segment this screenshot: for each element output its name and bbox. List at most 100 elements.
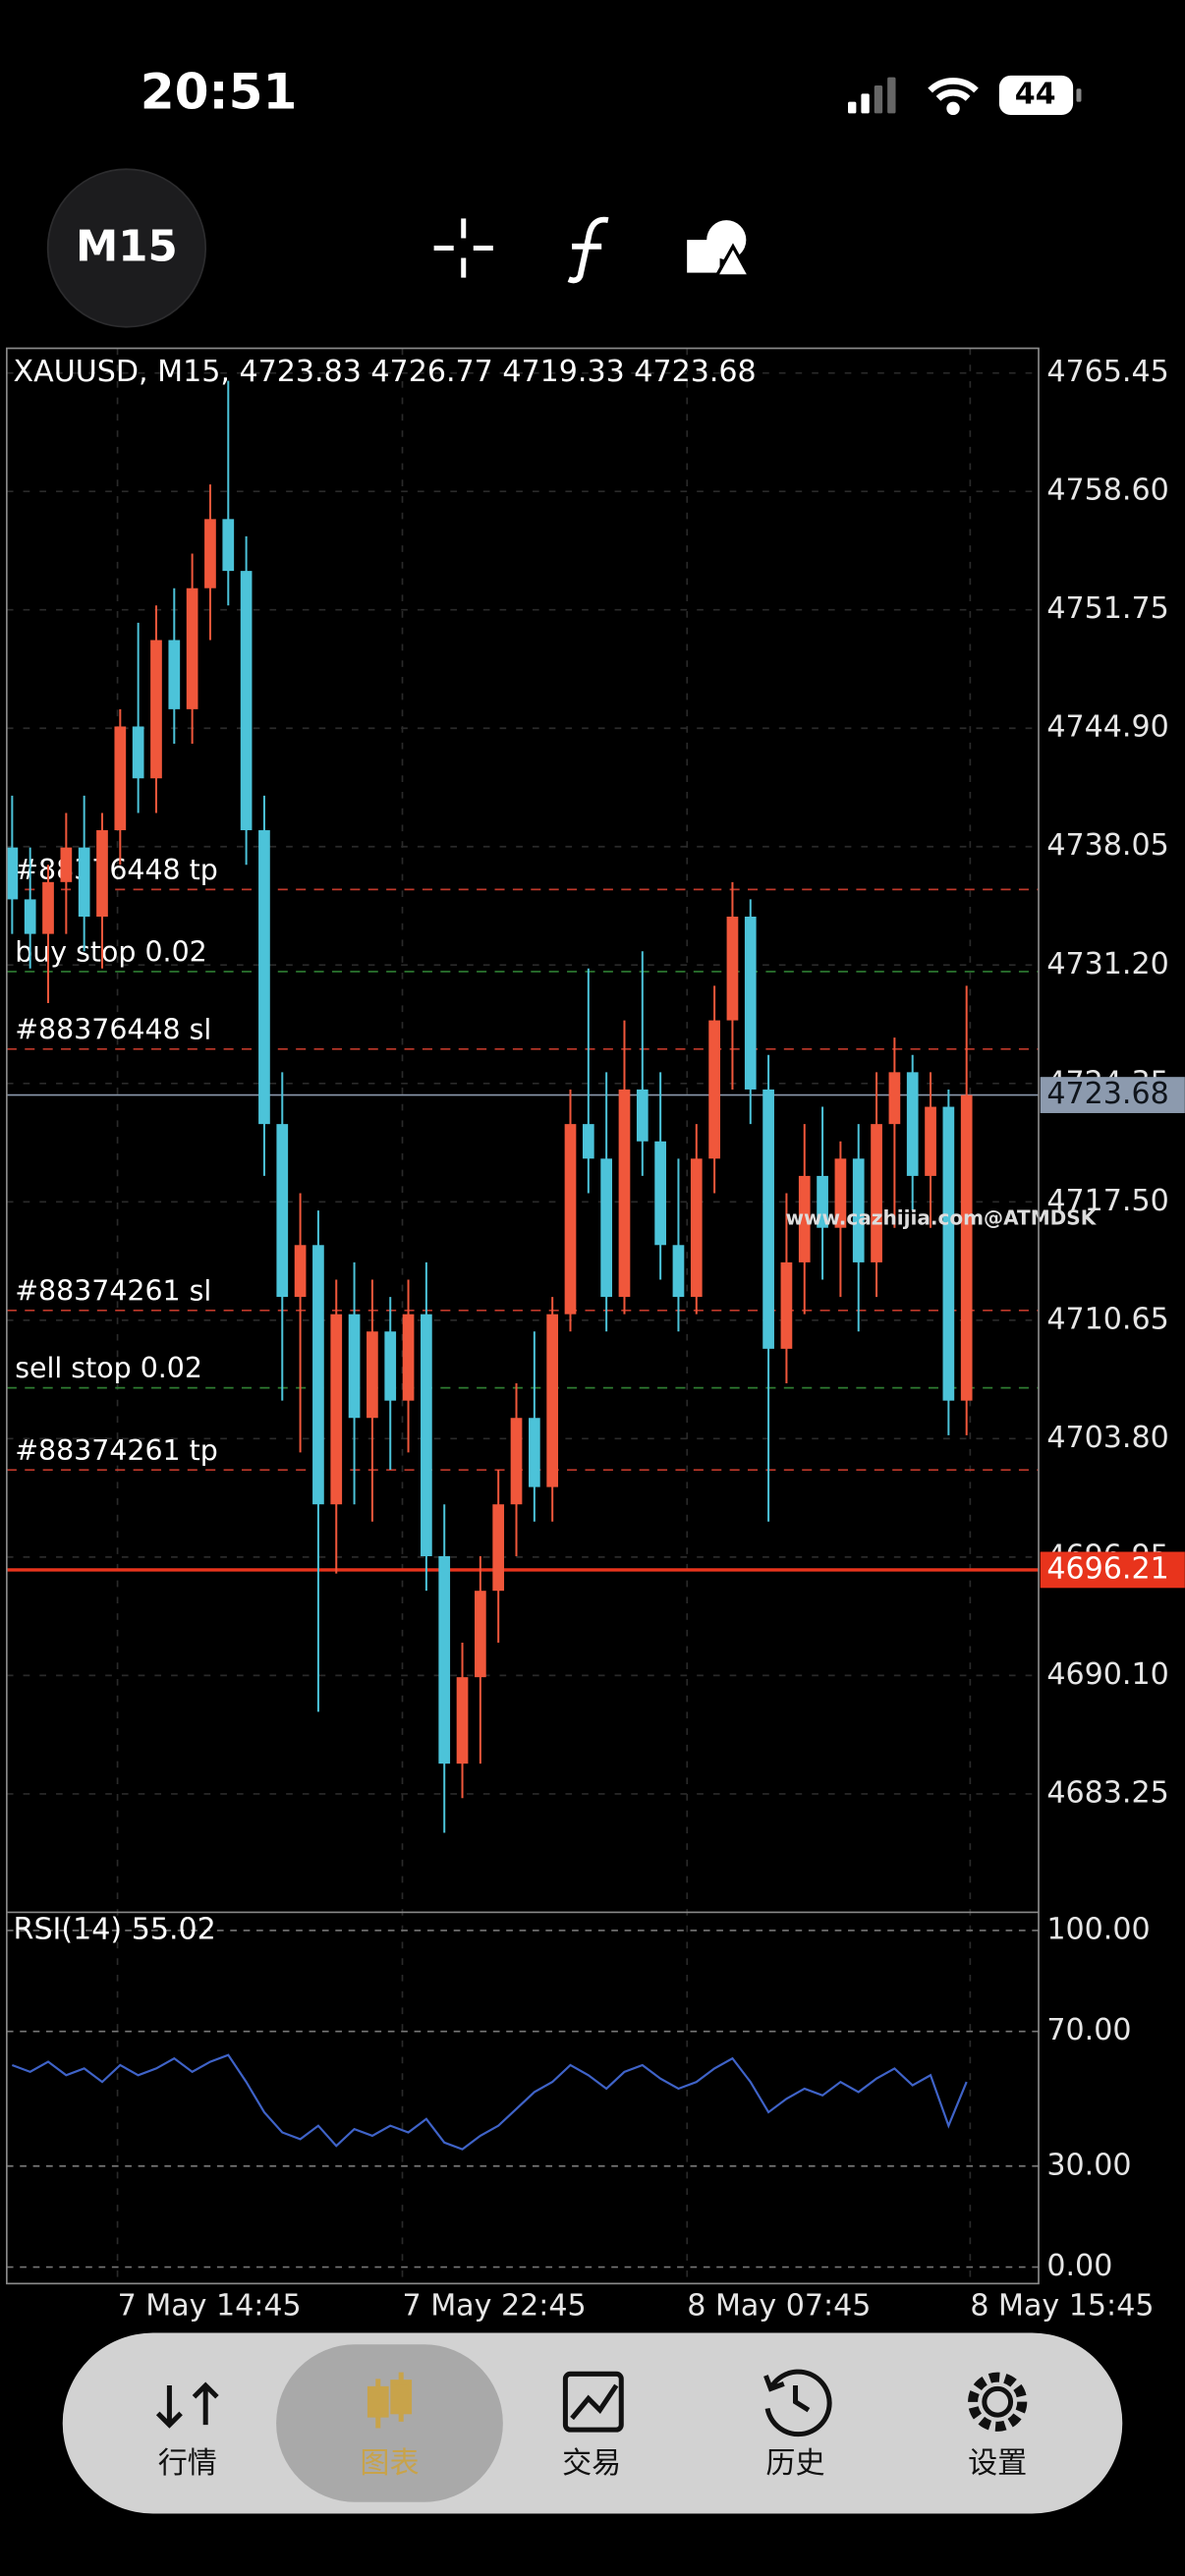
order-label: buy stop 0.02: [15, 936, 207, 969]
candle-body: [421, 1314, 432, 1556]
candle-body: [672, 1245, 685, 1298]
current-price-label: 4723.68: [1046, 1077, 1168, 1111]
candle-body: [186, 588, 198, 709]
candle-body: [492, 1504, 505, 1592]
indicator-button[interactable]: [567, 216, 609, 284]
tab-label[interactable]: 交易: [562, 2446, 621, 2481]
level-price-label: 4696.21: [1046, 1551, 1168, 1586]
level-price-tag: [1040, 1551, 1185, 1589]
candle-body: [6, 847, 19, 900]
candle-body: [726, 917, 739, 1021]
timeframe-button[interactable]: [46, 168, 207, 328]
candle-body: [367, 1331, 378, 1419]
candle-body: [888, 1072, 901, 1125]
candle-body: [204, 519, 216, 588]
y-tick-label: 4744.90: [1046, 710, 1168, 745]
order-label: #88374261 sl: [15, 1274, 211, 1307]
candle-body: [258, 830, 270, 1125]
x-tick-label: 7 May 22:45: [403, 2288, 587, 2323]
candle-body: [60, 847, 73, 882]
candle-body: [96, 830, 108, 918]
tab-label[interactable]: 设置: [968, 2446, 1027, 2481]
candle-body: [636, 1089, 649, 1142]
order-label: sell stop 0.02: [15, 1352, 202, 1384]
candle-body: [925, 1106, 936, 1176]
chart-frame: [6, 347, 1040, 2285]
battery-level: 44: [1015, 77, 1056, 111]
wifi-dot: [946, 101, 960, 116]
x-tick-label: 7 May 14:45: [118, 2288, 302, 2323]
y-tick-label: 4765.45: [1046, 355, 1168, 389]
tab-label[interactable]: 行情: [158, 2446, 217, 2481]
y-tick-label: 4751.75: [1046, 591, 1168, 626]
y-tick-label: 4710.65: [1046, 1302, 1168, 1336]
candle-body: [798, 1175, 811, 1262]
y-tick-label: 4703.80: [1046, 1421, 1168, 1455]
wifi-icon: [928, 78, 979, 101]
chart-title: XAUUSD, M15, 4723.83 4726.77 4719.33 472…: [14, 355, 757, 389]
candle-body: [564, 1124, 577, 1315]
candle-body: [817, 1175, 828, 1228]
candle-body: [906, 1072, 919, 1176]
signal-icon: [848, 77, 896, 114]
clock: 20:51: [141, 62, 298, 120]
candle-body: [960, 1094, 973, 1401]
candle-body: [475, 1591, 486, 1678]
candle-body: [510, 1418, 523, 1505]
crosshair-button[interactable]: [433, 218, 493, 278]
candle-body: [276, 1124, 289, 1298]
y-tick-label: 4717.50: [1046, 1184, 1168, 1218]
y-tick-label: 70.00: [1046, 2013, 1131, 2047]
candle-body: [402, 1314, 415, 1401]
order-label: #88374261 tp: [15, 1434, 218, 1467]
candle-body: [114, 726, 127, 831]
candle-body: [222, 519, 235, 572]
candle-body: [546, 1314, 559, 1487]
candle-body: [78, 847, 90, 918]
tab-bar: [62, 2332, 1123, 2514]
candle-body: [240, 571, 253, 831]
y-tick-label: 4690.10: [1046, 1657, 1168, 1692]
candle-body: [582, 1124, 594, 1159]
y-tick-label: 4758.60: [1046, 474, 1168, 508]
candle-body: [24, 899, 36, 934]
candle-body: [294, 1245, 307, 1298]
candle-body: [42, 881, 54, 934]
candle-body: [744, 917, 757, 1090]
current-price-tag: [1040, 1077, 1185, 1113]
y-tick-label: 4738.05: [1046, 828, 1168, 863]
order-label: #88376448 tp: [15, 854, 218, 886]
rsi-line: [11, 2053, 968, 2151]
objects-button[interactable]: [687, 220, 753, 278]
candle-body: [438, 1555, 451, 1764]
candle-body: [834, 1158, 847, 1228]
candle-body: [150, 640, 162, 779]
candle-body: [384, 1331, 397, 1401]
rsi-title: RSI(14) 55.02: [14, 1912, 216, 1946]
chart-area: 4765.45 4758.60 4751.75 4744.90 4738.05 4731.…: [6, 348, 1185, 2323]
y-tick-label: 4683.25: [1046, 1775, 1168, 1810]
candle-body: [132, 726, 144, 779]
active-tab[interactable]: [276, 2344, 503, 2502]
y-tick-label: 4731.20: [1046, 947, 1168, 981]
tab-label[interactable]: 图表: [360, 2446, 419, 2481]
candle-body: [780, 1261, 793, 1349]
candle-body: [852, 1158, 865, 1262]
candle-body: [690, 1158, 703, 1298]
timeframe-label[interactable]: M15: [76, 223, 178, 272]
candle-body: [348, 1314, 361, 1419]
candle-body: [456, 1677, 469, 1764]
candle-body: [708, 1020, 720, 1159]
tab-label[interactable]: 历史: [765, 2446, 824, 2481]
tab-icons: [155, 2369, 1028, 2437]
order-label: #88376448 sl: [15, 1013, 211, 1045]
candle-body: [600, 1158, 613, 1298]
candle-body: [330, 1314, 343, 1505]
candle-body: [871, 1124, 882, 1262]
x-tick-label: 8 May 07:45: [687, 2288, 871, 2323]
x-tick-label: 8 May 15:45: [970, 2288, 1154, 2323]
candle-body: [168, 640, 181, 709]
